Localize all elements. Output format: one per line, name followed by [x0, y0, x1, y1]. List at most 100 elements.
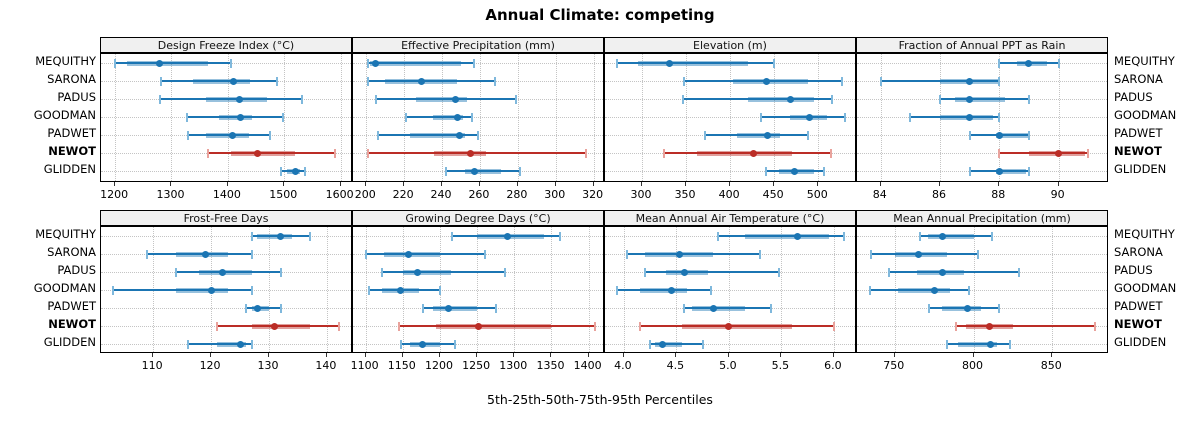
station-label-glidden: GLIDDEN	[43, 162, 96, 176]
axis-tick	[729, 182, 731, 186]
whisker-cap	[250, 339, 253, 349]
axis-tick	[780, 353, 782, 357]
station-label-mequithy: MEQUITHY	[35, 54, 96, 68]
whisker-cap	[643, 267, 646, 277]
axis-tick-label: 6.0	[824, 359, 842, 372]
axis-tick	[675, 353, 677, 357]
whisker-cap	[215, 321, 218, 331]
station-label-mequithy: MEQUITHY	[35, 227, 96, 241]
median-dot	[667, 286, 675, 294]
station-label-glidden: GLIDDEN	[43, 335, 96, 349]
percentile-range-line	[406, 116, 473, 118]
median-dot	[995, 167, 1003, 175]
percentile-range-line	[664, 152, 832, 154]
interquartile-band	[434, 150, 486, 156]
median-dot	[966, 77, 974, 85]
percentile-range-line	[871, 253, 979, 255]
median-dot	[404, 250, 412, 258]
median-dot	[236, 340, 244, 348]
axis-tick	[152, 353, 154, 357]
median-dot	[470, 167, 478, 175]
percentile-range-line	[368, 62, 475, 64]
axis-tick-label: 400	[718, 188, 740, 201]
station-label-mequithy: MEQUITHY	[1114, 54, 1175, 68]
station-label-newot: NEWOT	[1114, 317, 1162, 331]
whisker-cap	[398, 321, 401, 331]
axis-tick	[554, 182, 556, 186]
axis-tick	[114, 182, 116, 186]
axis-tick-label: 1100	[350, 359, 379, 372]
whisker-cap	[1093, 321, 1096, 331]
axis-tick-label: 450	[762, 188, 784, 201]
median-dot	[966, 95, 974, 103]
gridline-vertical	[326, 227, 328, 352]
percentile-range-line	[112, 289, 252, 291]
panel-1	[100, 53, 352, 182]
station-label-padwet: PADWET	[1114, 299, 1163, 313]
axis-tick	[268, 353, 269, 357]
gridline-vertical	[1052, 227, 1054, 352]
panel-2	[352, 53, 604, 182]
percentile-range-line	[401, 343, 455, 345]
interquartile-band	[957, 341, 998, 347]
station-label-padus: PADUS	[1114, 263, 1153, 277]
whisker-cap	[250, 285, 253, 295]
median-dot	[417, 77, 425, 85]
interquartile-band	[942, 305, 982, 311]
axis-tick	[325, 353, 327, 357]
whisker-cap	[279, 267, 282, 277]
interquartile-band	[127, 60, 209, 66]
percentile-range-line	[369, 289, 440, 291]
whisker-cap	[503, 267, 506, 277]
whisker-cap	[279, 303, 282, 313]
median-dot	[938, 268, 946, 276]
median-dot	[987, 340, 995, 348]
panel-8	[856, 226, 1108, 353]
interquartile-band	[370, 60, 461, 66]
percentile-range-line	[422, 307, 496, 309]
panel-strip: Effective Precipitation (mm)	[352, 37, 604, 53]
axis-tick	[685, 182, 687, 186]
whisker-cap	[765, 166, 768, 176]
interquartile-band	[996, 132, 1029, 138]
whisker-cap	[832, 321, 835, 331]
axis-tick	[283, 182, 285, 186]
median-dot	[445, 304, 453, 312]
percentile-range-line	[999, 152, 1089, 154]
axis-tick-label: 1300	[156, 188, 185, 201]
station-label-newot: NEWOT	[1114, 144, 1162, 158]
percentile-range-line	[176, 271, 281, 273]
median-dot	[681, 268, 689, 276]
median-dot	[453, 113, 461, 121]
axis-tick	[817, 182, 819, 186]
whisker-cap	[977, 249, 980, 259]
percentile-range-line	[445, 170, 520, 172]
whisker-cap	[919, 231, 921, 241]
whisker-cap	[955, 321, 958, 331]
whisker-cap	[710, 285, 713, 295]
whisker-cap	[663, 148, 666, 158]
whisker-cap	[405, 112, 408, 122]
whisker-cap	[367, 148, 370, 158]
percentile-range-line	[616, 289, 712, 291]
whisker-cap	[114, 58, 117, 68]
panel-strip: Elevation (m)	[604, 37, 856, 53]
gridline-vertical	[269, 227, 270, 352]
gridline-horizontal	[605, 117, 855, 118]
median-dot	[938, 232, 946, 240]
whisker-cap	[400, 339, 403, 349]
whisker-cap	[111, 285, 114, 295]
percentile-range-line	[186, 116, 283, 118]
whisker-cap	[514, 94, 517, 104]
percentile-range-line	[187, 343, 252, 345]
percentile-range-line	[940, 98, 1029, 100]
median-dot	[1025, 59, 1033, 67]
axis-tick	[622, 353, 624, 357]
median-dot	[914, 250, 922, 258]
median-dot	[725, 322, 733, 330]
gridline-horizontal	[605, 290, 855, 291]
interquartile-band	[402, 269, 452, 275]
gridline-horizontal	[857, 290, 1107, 291]
median-dot	[219, 268, 227, 276]
